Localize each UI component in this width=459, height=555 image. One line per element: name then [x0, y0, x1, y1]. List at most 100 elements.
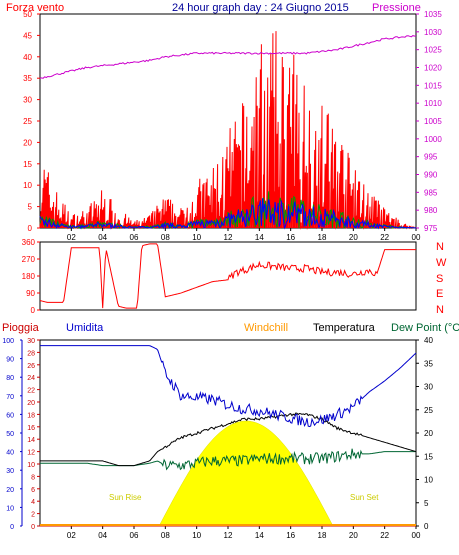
rain-tick-label: 14 [27, 437, 35, 444]
temperature-tick-label: 5 [424, 499, 429, 508]
pressure-tick-label: 1005 [424, 117, 442, 126]
compass-label-e: E [436, 288, 443, 300]
humidity-series [40, 345, 417, 428]
wind-x-tick-label: 18 [318, 233, 327, 242]
wind-x-tick-label: 22 [380, 233, 389, 242]
compass-label-w: W [436, 257, 447, 269]
humidity-tick-label: 80 [6, 375, 14, 382]
temperature-tick-label: 25 [424, 406, 433, 415]
compass-label-n: N [436, 241, 444, 253]
compass-label-n: N [436, 304, 444, 316]
direction-tick-label: 360 [22, 238, 36, 247]
wind-panel: 0510152025303540455097598098599099510001… [23, 10, 442, 242]
humidity-tick-label: 70 [6, 394, 14, 401]
wind-tick-label: 40 [23, 53, 32, 62]
rain-tick-label: 6 [31, 487, 35, 494]
direction-tick-label: 270 [22, 255, 36, 264]
rain-tick-label: 30 [27, 338, 35, 345]
temperature-series [40, 412, 417, 467]
humidity-tick-label: 0 [10, 524, 14, 531]
pressure-tick-label: 975 [424, 224, 438, 233]
pressure-label: Pressione [372, 2, 421, 14]
wind-x-tick-label: 06 [130, 233, 139, 242]
pressure-tick-label: 1000 [424, 135, 442, 144]
sun-set-label: Sun Set [350, 493, 379, 502]
wind-tick-label: 30 [23, 96, 32, 105]
rain-tick-label: 2 [31, 512, 35, 519]
weather-x-tick-label: 12 [224, 531, 233, 540]
wind-speed-series [39, 191, 417, 230]
temperature-tick-label: 20 [424, 429, 433, 438]
rain-tick-label: 4 [31, 499, 35, 506]
weather-panel: 0102030405060708090100024681012141618202… [2, 336, 433, 540]
wind-tick-label: 50 [23, 10, 32, 19]
direction-panel-frame [39, 241, 417, 311]
pressure-tick-label: 985 [424, 188, 438, 197]
wind-gust-series [39, 31, 416, 230]
direction-tick-label: 0 [31, 306, 36, 315]
wind-x-tick-label: 04 [98, 233, 107, 242]
weather-x-tick-label: 08 [161, 531, 170, 540]
humidity-tick-label: 60 [6, 412, 14, 419]
pressure-tick-label: 995 [424, 153, 438, 162]
rain-tick-label: 26 [27, 363, 35, 370]
temperature-tick-label: 40 [424, 336, 433, 345]
legend-windchill: Windchill [244, 322, 288, 334]
direction-tick-label: 180 [22, 272, 36, 281]
daylight-area [158, 420, 334, 527]
chart-title: 24 hour graph day : 24 Giugno 2015 [172, 2, 349, 14]
wind-x-tick-label: 12 [224, 233, 233, 242]
rain-tick-label: 20 [27, 400, 35, 407]
temperature-tick-label: 15 [424, 452, 433, 461]
pressure-tick-label: 1015 [424, 81, 442, 90]
weather-x-tick-label: 16 [286, 531, 295, 540]
rain-tick-label: 24 [27, 375, 35, 382]
wind-x-tick-label: 00 [412, 233, 421, 242]
humidity-tick-label: 40 [6, 450, 14, 457]
wind-tick-label: 35 [23, 74, 32, 83]
legend-dewpoint: Dew Point (°C [391, 322, 459, 334]
rain-tick-label: 10 [27, 462, 35, 469]
pressure-tick-label: 1030 [424, 28, 442, 37]
weather-x-tick-label: 00 [412, 531, 421, 540]
compass-label-s: S [436, 273, 443, 285]
wind-x-tick-label: 16 [286, 233, 295, 242]
legend-temperature: Temperatura [313, 322, 376, 334]
wind-tick-label: 45 [23, 31, 32, 40]
weather-x-tick-label: 20 [349, 531, 358, 540]
legend-humidity: Umidita [66, 322, 104, 334]
direction-tick-label: 90 [26, 289, 35, 298]
humidity-tick-label: 20 [6, 487, 14, 494]
pressure-tick-label: 1010 [424, 99, 442, 108]
weather-x-tick-label: 06 [130, 531, 139, 540]
humidity-tick-label: 100 [2, 338, 14, 345]
sun-rise-label: Sun Rise [109, 493, 142, 502]
wind-tick-label: 20 [23, 138, 32, 147]
wind-x-tick-label: 02 [67, 233, 76, 242]
dewpoint-series [40, 448, 416, 471]
rain-tick-label: 0 [31, 524, 35, 531]
pressure-tick-label: 1035 [424, 10, 442, 19]
pressure-tick-label: 1025 [424, 46, 442, 55]
pressure-tick-label: 990 [424, 171, 438, 180]
pressure-tick-label: 1020 [424, 64, 442, 73]
rain-tick-label: 16 [27, 425, 35, 432]
rain-tick-label: 22 [27, 388, 35, 395]
humidity-tick-label: 10 [6, 505, 14, 512]
wind-force-label: Forza vento [6, 2, 64, 14]
humidity-tick-label: 90 [6, 357, 14, 364]
weather-x-tick-label: 04 [98, 531, 107, 540]
wind-x-tick-label: 14 [255, 233, 264, 242]
rain-tick-label: 8 [31, 474, 35, 481]
wind-x-tick-label: 10 [192, 233, 201, 242]
humidity-tick-label: 30 [6, 468, 14, 475]
wind-direction-series [39, 243, 416, 309]
pressure-tick-label: 980 [424, 206, 438, 215]
wind-tick-label: 10 [23, 181, 32, 190]
weather-x-tick-label: 22 [380, 531, 389, 540]
wind-x-tick-label: 08 [161, 233, 170, 242]
wind-x-tick-label: 20 [349, 233, 358, 242]
rain-tick-label: 12 [27, 450, 35, 457]
